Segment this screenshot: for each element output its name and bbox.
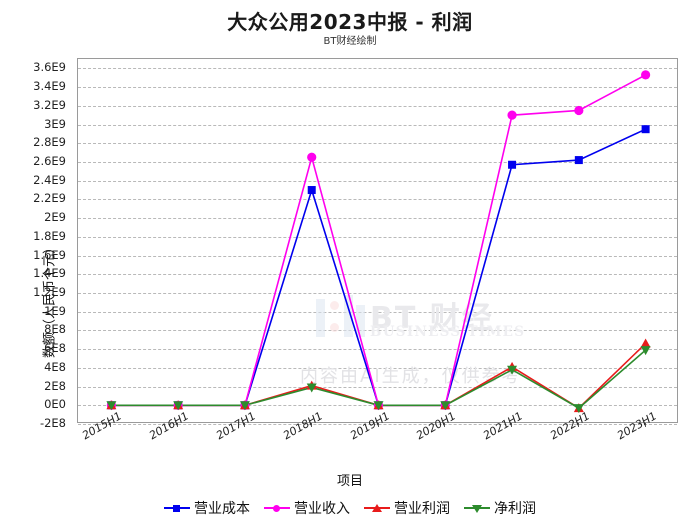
legend-marker-icon — [364, 502, 390, 514]
data-point-marker — [641, 70, 651, 80]
gridline — [78, 274, 677, 276]
x-tick-mark — [377, 423, 379, 427]
data-point-marker — [306, 383, 317, 393]
gridline — [78, 236, 677, 238]
series-layer — [106, 70, 651, 414]
series-line — [111, 74, 646, 407]
legend-label: 净利润 — [494, 501, 536, 517]
gridline — [78, 255, 677, 257]
legend-label: 营业成本 — [194, 501, 250, 517]
plot-area: BT 财经 BUSINESS TIMES 内容由AI生成，仅供参考 — [77, 58, 678, 425]
x-tick-mark — [310, 423, 312, 427]
chart-legend: 营业成本 营业收入 营业利润 净利润 — [0, 498, 700, 518]
y-tick-label: 2E8 — [44, 378, 66, 393]
gridline — [78, 105, 677, 107]
data-point-marker — [574, 105, 584, 116]
data-point-marker — [640, 346, 651, 356]
gridline — [78, 161, 677, 163]
data-point-marker — [507, 365, 518, 375]
data-point-marker — [173, 401, 184, 411]
y-tick-label: 3E9 — [44, 116, 66, 131]
data-point-marker — [373, 401, 384, 411]
legend-item-营业收入[interactable]: 营业收入 — [264, 498, 350, 518]
y-tick-label: 6E8 — [44, 341, 66, 356]
data-point-marker — [307, 152, 317, 162]
gridline — [78, 349, 677, 351]
x-axis-tick-labels: 2015H1 2016H1 2017H1 2018H1 2019H1 2020H1 2021… — [77, 409, 678, 483]
y-tick-label: 1.6E9 — [33, 247, 66, 262]
data-point-marker — [239, 401, 250, 411]
y-tick-label: 1.4E9 — [33, 266, 66, 281]
series-line — [111, 128, 646, 407]
legend-label: 营业利润 — [394, 501, 450, 517]
x-axis-title: 项目 — [336, 474, 363, 489]
x-tick-mark — [511, 423, 513, 427]
gridline — [78, 330, 677, 332]
gridline — [78, 68, 677, 70]
x-tick-mark — [644, 423, 646, 427]
y-tick-label: 1E9 — [44, 303, 66, 318]
gridline — [78, 311, 677, 313]
data-point-marker — [440, 401, 451, 411]
y-tick-label: 1.8E9 — [33, 228, 66, 243]
legend-marker-icon — [264, 502, 290, 514]
chart-title: 大众公用2023中报 - 利润 — [227, 10, 473, 34]
y-tick-label: 2.6E9 — [33, 153, 66, 168]
y-tick-label: 4E8 — [44, 359, 66, 374]
y-tick-label: 2.8E9 — [33, 135, 66, 150]
legend-item-营业成本[interactable]: 营业成本 — [164, 498, 250, 518]
legend-item-净利润[interactable]: 净利润 — [464, 498, 536, 518]
y-tick-label: 3.6E9 — [33, 60, 66, 75]
data-point-marker — [573, 404, 584, 414]
gridline — [78, 386, 677, 388]
legend-item-营业利润[interactable]: 营业利润 — [364, 498, 450, 518]
x-tick-mark — [577, 423, 579, 427]
gridline — [78, 367, 677, 369]
y-tick-label: 0E0 — [44, 397, 66, 412]
y-axis-tick-labels: 3.6E9 3.4E9 3.2E9 3E9 2.8E9 2.6E9 2.4E9 2.2E9 2E… — [0, 58, 72, 430]
legend-marker-icon — [464, 502, 490, 514]
gridline — [78, 124, 677, 126]
legend-marker-icon — [164, 502, 190, 514]
y-tick-label: 2E9 — [44, 210, 66, 225]
x-tick-mark — [177, 423, 179, 427]
data-point-marker — [106, 401, 117, 411]
series-line — [111, 342, 647, 410]
x-tick-mark — [444, 423, 446, 427]
x-tick-mark — [110, 423, 112, 427]
data-point-marker — [641, 125, 650, 134]
y-tick-label: 1.2E9 — [33, 284, 66, 299]
legend-label: 营业收入 — [294, 501, 350, 517]
data-point-marker — [507, 110, 517, 120]
y-tick-label: -2E8 — [39, 416, 66, 430]
data-point-marker — [508, 160, 517, 169]
y-tick-label: 3.2E9 — [33, 97, 66, 112]
gridline — [78, 292, 677, 294]
x-tick-mark — [243, 423, 245, 427]
gridline — [78, 143, 677, 145]
data-point-marker — [574, 156, 583, 165]
y-tick-label: 8E8 — [44, 322, 66, 337]
y-tick-label: 3.4E9 — [33, 79, 66, 94]
data-point-marker — [307, 186, 316, 195]
y-tick-label: 2.4E9 — [33, 172, 66, 187]
data-point-marker — [640, 338, 651, 348]
gridline — [78, 218, 677, 220]
y-tick-label: 2.2E9 — [33, 191, 66, 206]
chart-subtitle: BT财经绘制 — [323, 36, 377, 47]
gridline — [78, 180, 677, 182]
gridline — [78, 199, 677, 201]
gridline — [78, 87, 677, 89]
